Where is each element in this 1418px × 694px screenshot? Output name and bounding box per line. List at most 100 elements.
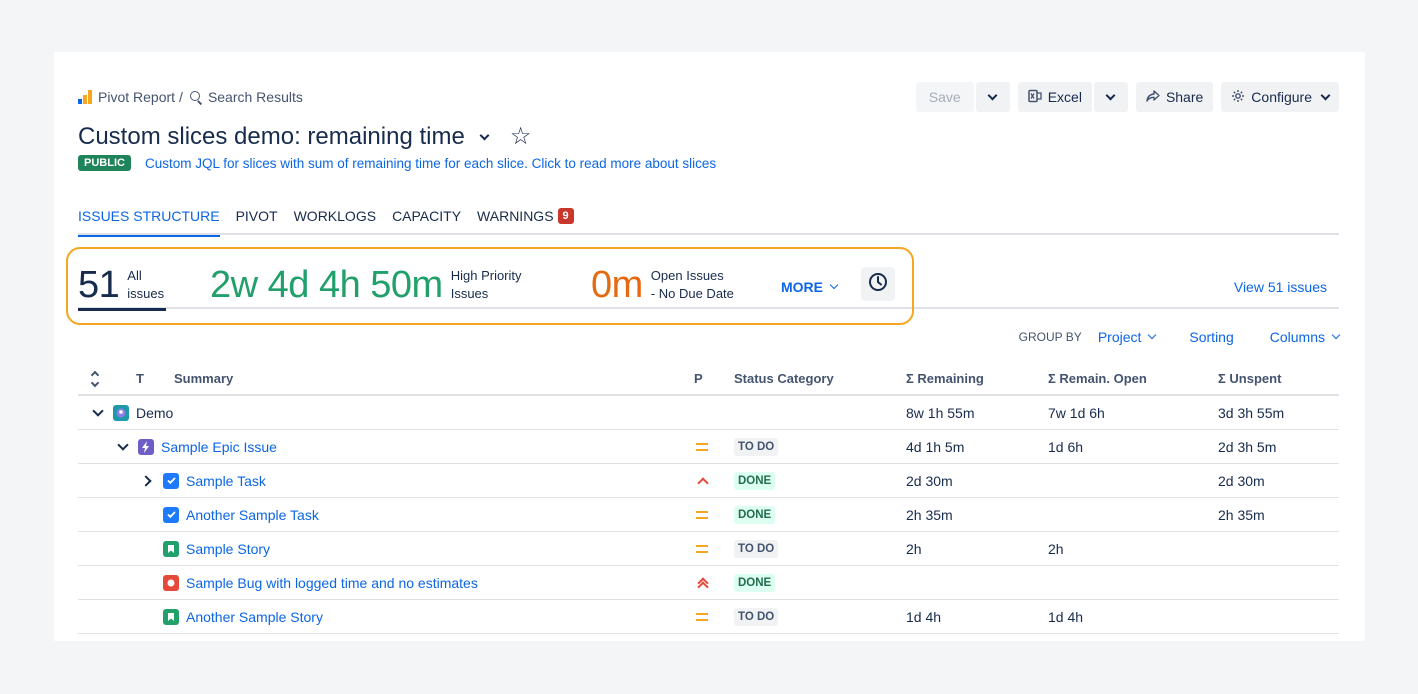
status-badge: DONE bbox=[734, 505, 776, 524]
more-button[interactable]: MORE bbox=[781, 279, 839, 295]
stat-all-label-line1: All bbox=[127, 268, 142, 283]
stats-divider bbox=[78, 307, 1339, 309]
col-header-remaining[interactable]: Σ Remaining bbox=[906, 371, 984, 386]
history-button[interactable] bbox=[861, 267, 895, 301]
expand-chevron-icon[interactable] bbox=[140, 464, 152, 497]
breadcrumb-pivot-report[interactable]: Pivot Report bbox=[98, 89, 176, 105]
row-summary-link[interactable]: Sample Story bbox=[186, 540, 271, 557]
table-row: Sample Task DONE 2d 30m 2d 30m bbox=[78, 464, 1339, 498]
col-header-status[interactable]: Status Category bbox=[734, 371, 834, 386]
tab-pivot[interactable]: PIVOT bbox=[235, 208, 278, 224]
row-summary-link[interactable]: Sample Bug with logged time and no estim… bbox=[186, 574, 478, 591]
task-icon bbox=[163, 472, 179, 489]
chevron-down-icon bbox=[1320, 90, 1331, 100]
toolbar: Save Excel Share Configure bbox=[915, 82, 1339, 112]
stat-open-label-line2: - No Due Date bbox=[650, 286, 734, 301]
collapse-chevron-icon[interactable] bbox=[117, 430, 129, 463]
col-header-priority[interactable]: P bbox=[694, 371, 703, 386]
row-summary-link[interactable]: Another Sample Task bbox=[186, 506, 319, 523]
col-header-summary[interactable]: Summary bbox=[174, 371, 234, 386]
story-icon bbox=[163, 540, 179, 557]
tab-warnings[interactable]: WARNINGS 9 bbox=[477, 208, 574, 235]
table-row: Demo 8w 1h 55m 7w 1d 6h 3d 3h 55m bbox=[78, 396, 1339, 430]
table-row: Sample Bug with logged time and no estim… bbox=[78, 566, 1339, 600]
excel-options-button[interactable] bbox=[1093, 82, 1128, 112]
share-label: Share bbox=[1165, 89, 1204, 105]
tab-bar: ISSUES STRUCTURE PIVOT WORKLOGS CAPACITY… bbox=[78, 208, 1339, 237]
stat-all-issues[interactable]: 51 All issues bbox=[78, 266, 164, 304]
share-icon bbox=[1146, 89, 1160, 106]
priority-medium-icon bbox=[694, 430, 708, 463]
collapse-chevron-icon[interactable] bbox=[92, 396, 104, 429]
row-remain-open: 1d 6h bbox=[1048, 438, 1084, 455]
chevron-down-icon bbox=[1331, 330, 1341, 340]
group-by-dropdown[interactable]: Project bbox=[1097, 329, 1157, 345]
expand-collapse-all-icon[interactable] bbox=[90, 363, 100, 394]
row-unspent: 3d 3h 55m bbox=[1218, 404, 1285, 421]
priority-highest-icon bbox=[694, 566, 708, 599]
more-label: MORE bbox=[781, 279, 823, 295]
configure-button[interactable]: Configure bbox=[1221, 82, 1339, 112]
sorting-button[interactable]: Sorting bbox=[1189, 329, 1234, 345]
row-summary-link[interactable]: Another Sample Story bbox=[186, 608, 323, 625]
configure-label: Configure bbox=[1251, 89, 1312, 105]
priority-high-icon bbox=[694, 464, 707, 497]
warnings-count-badge: 9 bbox=[557, 208, 574, 224]
columns-dropdown[interactable]: Columns bbox=[1270, 329, 1341, 345]
title-menu-chevron-icon[interactable] bbox=[479, 130, 490, 140]
breadcrumb-search-results[interactable]: Search Results bbox=[207, 89, 303, 105]
row-summary-link[interactable]: Sample Task bbox=[186, 472, 266, 489]
excel-label: Excel bbox=[1047, 89, 1082, 105]
search-icon bbox=[189, 90, 203, 104]
table-row: Another Sample Task DONE 2h 35m 2h 35m bbox=[78, 498, 1339, 532]
row-unspent: 2h 35m bbox=[1218, 506, 1265, 523]
row-remain-open: 2h bbox=[1048, 540, 1064, 557]
row-summary: Demo bbox=[136, 404, 174, 421]
excel-icon bbox=[1027, 89, 1042, 106]
tab-issues-structure[interactable]: ISSUES STRUCTURE bbox=[78, 208, 220, 237]
star-icon[interactable]: ☆ bbox=[509, 123, 532, 150]
pivot-report-icon bbox=[78, 90, 92, 104]
table-row: Sample Epic Issue TO DO 4d 1h 5m 1d 6h 2… bbox=[78, 430, 1339, 464]
row-summary-link[interactable]: Sample Epic Issue bbox=[161, 438, 277, 455]
table-controls: GROUP BY Project Sorting Columns bbox=[1019, 329, 1341, 345]
bug-icon bbox=[163, 574, 179, 591]
story-icon bbox=[163, 608, 179, 625]
stat-high-value: 2w 4d 4h 50m bbox=[210, 264, 443, 306]
save-options-button[interactable] bbox=[975, 82, 1010, 112]
priority-medium-icon bbox=[694, 532, 708, 565]
tab-capacity[interactable]: CAPACITY bbox=[392, 208, 462, 224]
chevron-down-icon bbox=[1105, 90, 1116, 100]
table-row: Another Sample Story TO DO 1d 4h 1d 4h bbox=[78, 600, 1339, 634]
stat-open-label-line1: Open Issues bbox=[650, 268, 724, 283]
public-badge: PUBLIC bbox=[78, 155, 131, 171]
breadcrumb-separator: / bbox=[179, 89, 183, 105]
save-button[interactable]: Save bbox=[915, 82, 974, 112]
stat-open-value: 0m bbox=[591, 264, 643, 306]
excel-button[interactable]: Excel bbox=[1017, 82, 1092, 112]
stat-high-label-line1: High Priority bbox=[450, 268, 522, 283]
chevron-down-icon bbox=[987, 90, 998, 100]
stat-high-priority[interactable]: 2w 4d 4h 50m High Priority Issues bbox=[210, 266, 522, 304]
col-header-remain-open[interactable]: Σ Remain. Open bbox=[1048, 371, 1147, 386]
status-badge: DONE bbox=[734, 573, 776, 592]
description-row: PUBLIC Custom JQL for slices with sum of… bbox=[78, 155, 716, 171]
row-remaining: 2d 30m bbox=[906, 472, 953, 489]
task-icon bbox=[163, 506, 179, 523]
col-header-type[interactable]: T bbox=[136, 371, 144, 386]
chevron-down-icon bbox=[1148, 330, 1157, 340]
view-issues-link[interactable]: View 51 issues bbox=[1233, 279, 1327, 295]
status-badge: TO DO bbox=[734, 607, 779, 626]
share-button[interactable]: Share bbox=[1135, 82, 1214, 112]
tab-worklogs[interactable]: WORKLOGS bbox=[293, 208, 377, 224]
group-by-value: Project bbox=[1097, 329, 1142, 345]
report-card: Pivot Report / Search Results Save Excel… bbox=[54, 52, 1365, 641]
description-link[interactable]: Custom JQL for slices with sum of remain… bbox=[144, 155, 717, 171]
stat-open-no-due-date[interactable]: 0m Open Issues - No Due Date bbox=[591, 266, 734, 304]
stat-high-label: High Priority Issues bbox=[451, 267, 522, 303]
project-icon bbox=[113, 404, 129, 421]
row-remaining: 1d 4h bbox=[906, 608, 942, 625]
priority-medium-icon bbox=[694, 600, 708, 633]
table-header: T Summary P Status Category Σ Remaining … bbox=[78, 363, 1339, 396]
col-header-unspent[interactable]: Σ Unspent bbox=[1218, 371, 1282, 386]
